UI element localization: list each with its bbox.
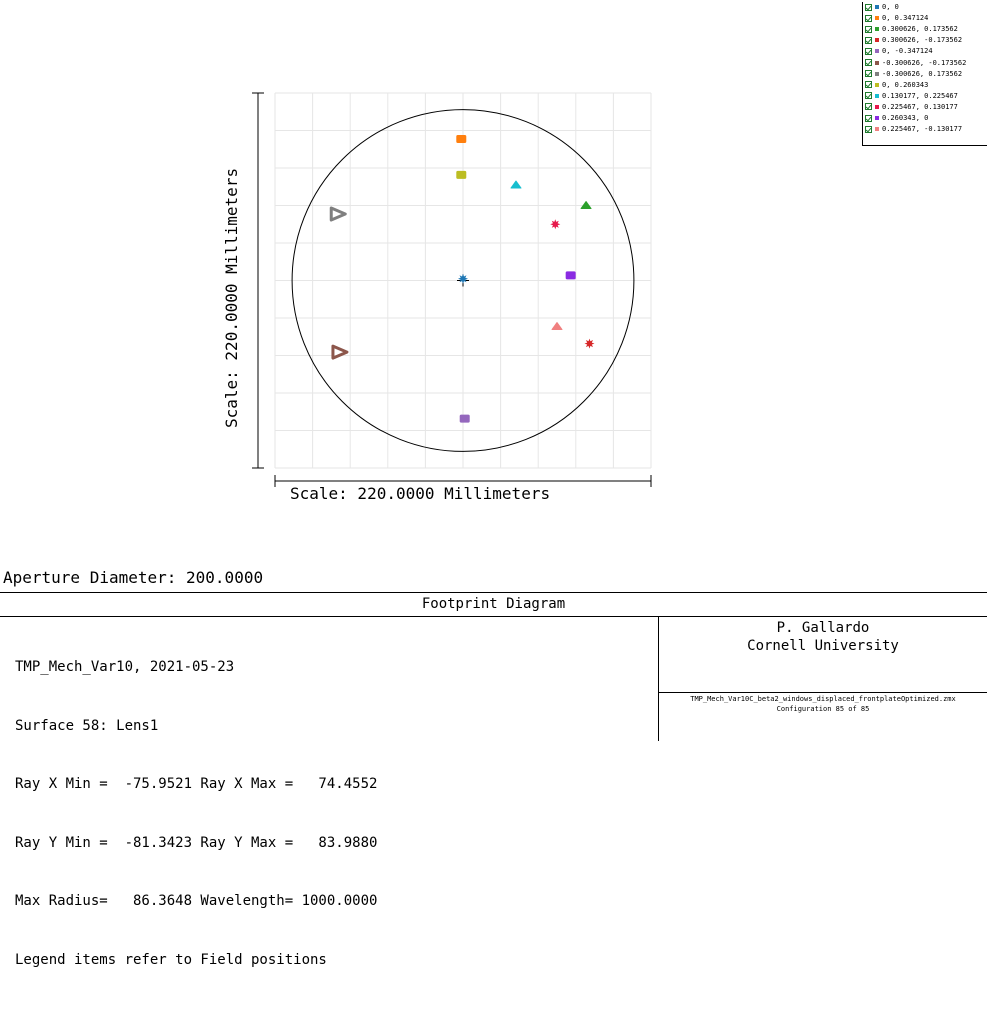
info-line-ray-x: Ray X Min = -75.9521 Ray X Max = 74.4552: [15, 776, 378, 792]
info-divider: [658, 617, 659, 741]
legend-item: 0.225467, -0.130177: [865, 124, 962, 135]
legend-checkbox-icon[interactable]: [865, 47, 872, 55]
footprint-marker-outline: [331, 344, 349, 360]
legend-label: 0, 0.260343: [882, 80, 929, 89]
legend-item: 0, 0: [865, 2, 899, 13]
legend-item: 0, -0.347124: [865, 46, 933, 57]
legend-swatch: [875, 16, 879, 21]
legend-label: 0, -0.347124: [882, 47, 933, 56]
institution-name: Cornell University: [747, 638, 899, 654]
legend-label: -0.300626, 0.173562: [882, 69, 963, 78]
footprint-point-6: [331, 344, 349, 360]
legend-label: 0.225467, -0.130177: [882, 125, 963, 134]
legend-swatch: [875, 93, 879, 98]
legend-swatch: [875, 38, 879, 43]
legend-checkbox-icon[interactable]: [865, 92, 872, 100]
legend-item: 0, 0.347124: [865, 13, 928, 24]
legend-item: 0.130177, 0.225467: [865, 91, 958, 102]
legend-item: 0.260343, 0: [865, 113, 928, 124]
legend-swatch: [875, 71, 879, 76]
legend-item: 0.300626, 0.173562: [865, 24, 958, 35]
legend-label: -0.300626, -0.173562: [882, 58, 967, 67]
aperture-diameter: Aperture Diameter: 200.0000: [3, 568, 264, 587]
file-name: TMP_Mech_Var10C_beta2_windows_displaced_…: [690, 695, 956, 703]
legend-checkbox-icon[interactable]: [865, 14, 872, 22]
legend-checkbox-icon[interactable]: [865, 25, 872, 33]
plot-grid: [274, 92, 652, 469]
footprint-point-5: [459, 414, 470, 423]
legend-checkbox-icon[interactable]: [865, 103, 872, 111]
legend-label: 0.300626, 0.173562: [882, 25, 958, 34]
footprint-point-9: [510, 180, 522, 189]
legend-swatch: [875, 104, 879, 109]
footprint-point-2: [456, 135, 467, 144]
info-line-surface: Surface 58: Lens1: [15, 717, 159, 734]
y-axis-label: Scale: 220.0000 Millimeters: [222, 168, 241, 428]
legend-label: 0.225467, 0.130177: [882, 102, 958, 111]
legend-swatch: [875, 27, 879, 32]
info-line-legend-note: Legend items refer to Field positions: [15, 951, 327, 968]
footprint-plot: Scale: 220.0000 Millimeters Scale: 220.0…: [222, 92, 652, 503]
file-block: TMP_Mech_Var10C_beta2_windows_displaced_…: [659, 692, 987, 741]
legend-item: 0.225467, 0.130177: [865, 102, 958, 113]
footprint-point-1: [458, 273, 468, 284]
legend-swatch: [875, 116, 879, 120]
legend-swatch: [875, 127, 879, 132]
diagram-title: Footprint Diagram: [0, 593, 987, 617]
info-line-project: TMP_Mech_Var10, 2021-05-23: [15, 659, 235, 675]
author-block: P. Gallardo Cornell University: [659, 619, 987, 655]
legend-checkbox-icon[interactable]: [865, 59, 872, 66]
legend-checkbox-icon[interactable]: [865, 114, 872, 122]
footprint-point-12: [551, 322, 563, 331]
info-line-radius: Max Radius= 86.3648 Wavelength= 1000.000…: [15, 893, 378, 909]
footprint-marker-outline: [329, 206, 347, 222]
legend-label: 0, 0.347124: [882, 14, 929, 23]
legend-swatch: [875, 82, 879, 87]
legend-label: 0.130177, 0.225467: [882, 91, 958, 100]
legend-checkbox-icon[interactable]: [865, 81, 872, 89]
footprint-point-3: [580, 201, 592, 209]
footprint-point-10: [550, 219, 561, 230]
footprint-point-4: [584, 338, 595, 349]
legend-item: -0.300626, -0.173562: [865, 58, 966, 69]
footprint-point-8: [456, 170, 467, 179]
legend-label: 0.260343, 0: [882, 114, 929, 122]
x-axis-label: Scale: 220.0000 Millimeters: [290, 484, 550, 503]
author-name: P. Gallardo: [776, 620, 870, 636]
legend-label: 0.300626, -0.173562: [882, 36, 963, 45]
configuration-label: Configuration 85 of 85: [776, 705, 870, 713]
legend-checkbox-icon[interactable]: [865, 70, 872, 78]
footprint-point-11: [565, 271, 576, 280]
legend-checkbox-icon[interactable]: [865, 3, 872, 11]
plot-axes: [252, 92, 652, 487]
legend: 0, 0 0, 0.347124 0.300626, 0.173562 0.30062…: [862, 2, 987, 146]
legend-item: 0.300626, -0.173562: [865, 35, 962, 46]
info-details: TMP_Mech_Var10, 2021-05-23 Surface 58: L…: [15, 619, 377, 1009]
legend-item: -0.300626, 0.173562: [865, 69, 962, 80]
legend-item: 0, 0.260343: [865, 80, 928, 91]
legend-swatch: [875, 49, 879, 54]
footprint-point-7: [329, 206, 347, 222]
legend-swatch: [875, 60, 879, 65]
legend-checkbox-icon[interactable]: [865, 125, 872, 133]
legend-checkbox-icon[interactable]: [865, 36, 872, 44]
info-box: Footprint Diagram TMP_Mech_Var10, 2021-0…: [0, 592, 987, 968]
info-line-ray-y: Ray Y Min = -81.3423 Ray Y Max = 83.9880: [15, 834, 378, 851]
legend-swatch: [875, 5, 879, 9]
plot-marks: [329, 135, 595, 423]
aperture-circle: [291, 109, 635, 452]
legend-label: 0, 0: [882, 3, 899, 11]
